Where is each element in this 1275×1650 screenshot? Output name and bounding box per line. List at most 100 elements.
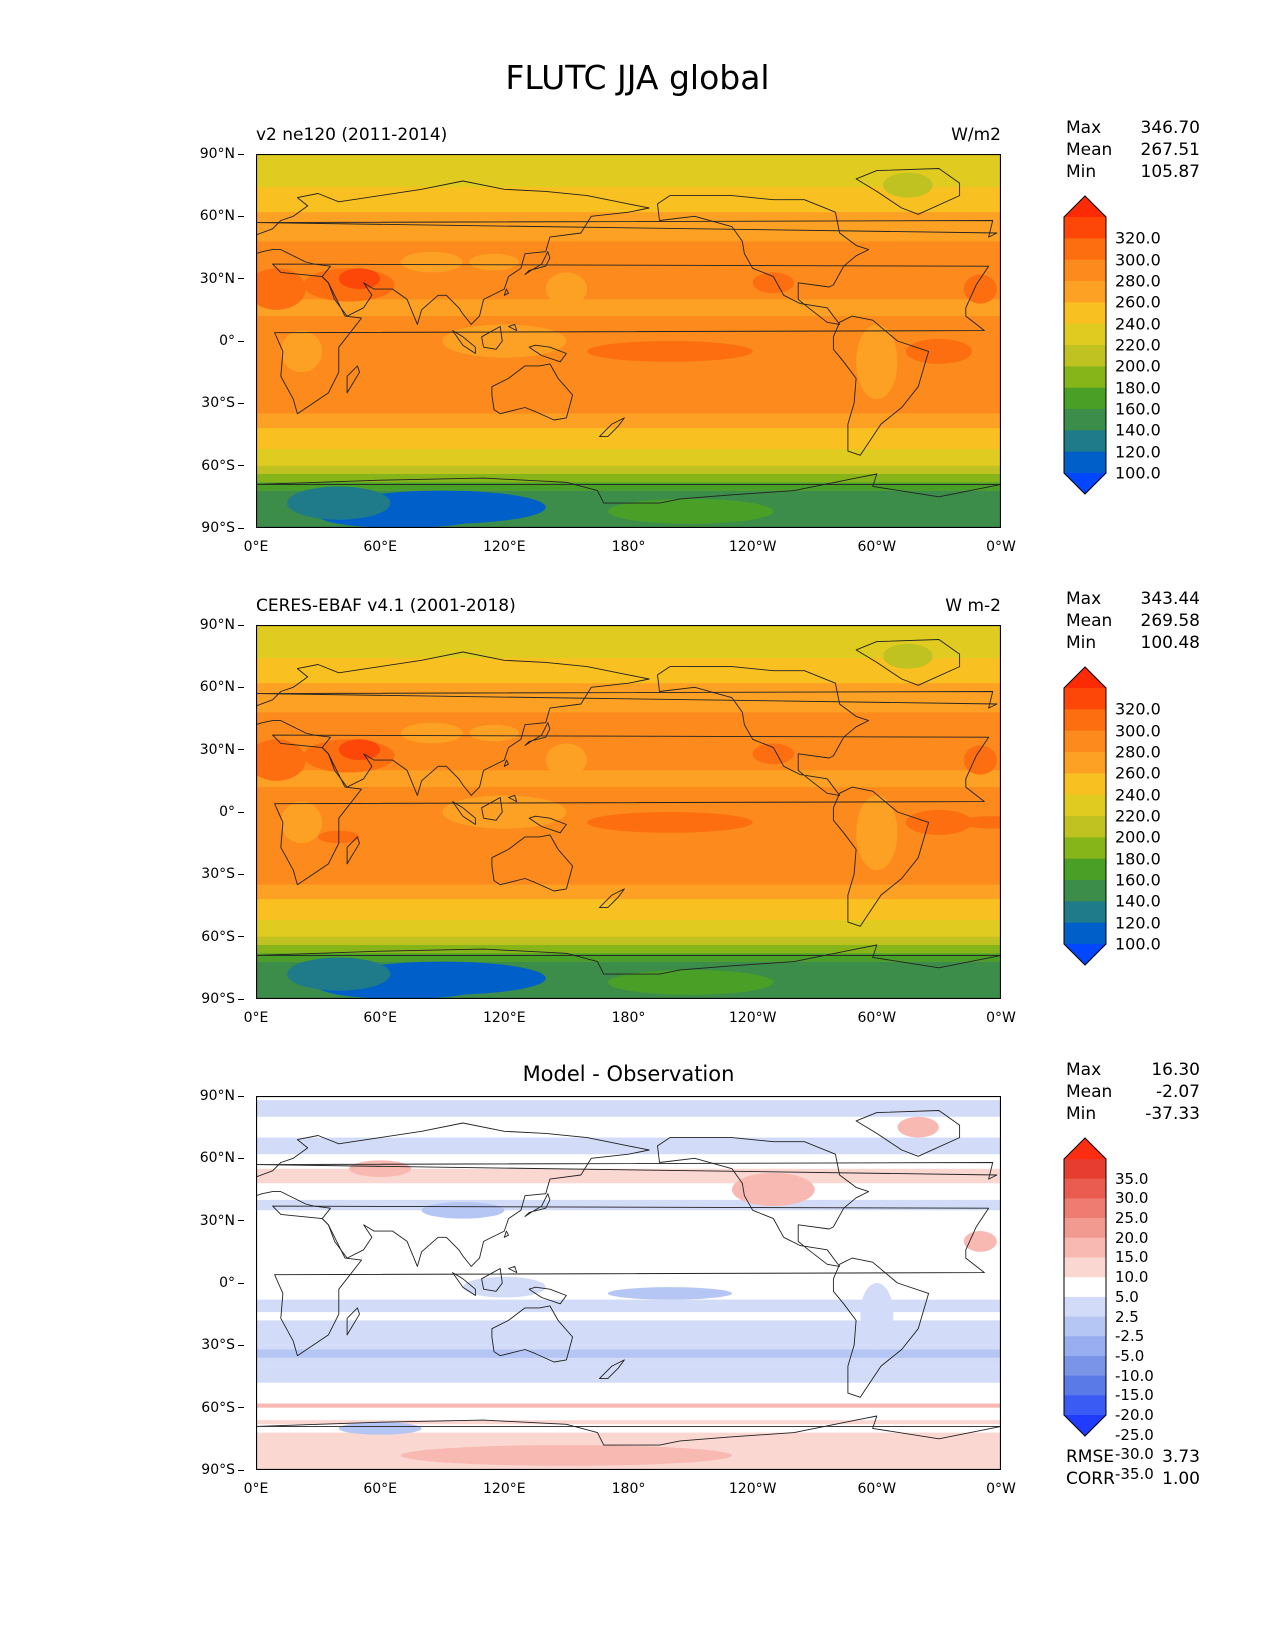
stat-label: Mean xyxy=(1066,1082,1113,1102)
contour-region xyxy=(338,1422,422,1435)
coastline xyxy=(524,251,551,275)
coastline xyxy=(346,365,360,394)
stat-mean: 267.51 xyxy=(1140,140,1200,160)
colorbar-tick-label: 20.0 xyxy=(1115,1228,1149,1247)
coastline xyxy=(272,1205,990,1357)
colorbar-tick-label: 120.0 xyxy=(1115,442,1161,462)
contour-region xyxy=(731,1172,815,1207)
colorbar-segment xyxy=(1064,430,1106,453)
coastline xyxy=(452,801,476,825)
colorbar-tick-label: 280.0 xyxy=(1115,742,1161,762)
colorbar-tick-label: 240.0 xyxy=(1115,314,1161,334)
colorbar-tick-label: 35.0 xyxy=(1115,1169,1149,1188)
colorbar-tick-label: 220.0 xyxy=(1115,335,1161,355)
x-tick-label: 60°E xyxy=(363,539,398,555)
coastline xyxy=(855,168,961,215)
contour-region xyxy=(545,743,588,777)
colorbar-tick-label: -25.0 xyxy=(1115,1425,1154,1444)
contour-band xyxy=(256,299,1001,317)
colorbar-segment xyxy=(1064,773,1106,796)
colorbar-segment xyxy=(1064,1296,1106,1318)
colorbar-arrow-max xyxy=(1064,196,1106,217)
colorbar-segment xyxy=(1064,1218,1106,1239)
coastline xyxy=(256,473,1001,504)
contour-region xyxy=(421,1201,505,1219)
coastline xyxy=(256,1415,1001,1446)
x-tick-label: 120°W xyxy=(728,1010,777,1026)
contour-region xyxy=(400,1445,732,1466)
coastline xyxy=(832,786,930,927)
contour-region xyxy=(856,324,898,400)
y-tick-label: 30°S xyxy=(201,866,244,882)
colorbar-segment xyxy=(1064,858,1106,881)
stat-label: Mean xyxy=(1066,611,1113,631)
contour-band xyxy=(256,1420,1001,1425)
stat-max: 343.44 xyxy=(1140,589,1200,609)
colorbar-segment xyxy=(1064,922,1106,945)
x-tick-label: 0°W xyxy=(986,539,1016,555)
colorbar-tick-label: 300.0 xyxy=(1115,250,1161,270)
contour-band xyxy=(256,1199,1001,1211)
colorbar-segment xyxy=(1064,1237,1106,1258)
colorbar-segment xyxy=(1064,688,1106,710)
contour-region xyxy=(442,324,567,358)
colorbar-tick-label: 140.0 xyxy=(1115,420,1161,440)
contour-region xyxy=(860,1283,894,1346)
y-tick-label: 60°S xyxy=(201,929,244,945)
contour-band xyxy=(256,428,1001,450)
y-tick-label: 60°N xyxy=(200,679,244,695)
contour-region xyxy=(469,253,519,271)
colorbar-segment xyxy=(1064,1375,1106,1396)
contour-band xyxy=(256,212,1001,242)
x-tick-label: 0°W xyxy=(986,1010,1016,1026)
contour-region xyxy=(883,643,933,669)
contour-region xyxy=(442,795,567,829)
coastline xyxy=(256,180,650,325)
colorbar-tick-label: 300.0 xyxy=(1115,721,1161,741)
colorbar-arrow-min xyxy=(1064,944,1106,965)
contour-band xyxy=(256,884,1001,900)
stat-max: 16.30 xyxy=(1151,1060,1200,1080)
colorbar-segment xyxy=(1064,1355,1106,1377)
x-tick-label: 60°W xyxy=(857,539,897,555)
contour-region xyxy=(607,1287,732,1300)
colorbar-tick-label: 320.0 xyxy=(1115,228,1161,248)
coastline xyxy=(524,722,551,746)
stat-mean: 269.58 xyxy=(1140,611,1200,631)
colorbar-segment xyxy=(1064,323,1106,346)
colorbar-tick-label: 100.0 xyxy=(1115,934,1161,954)
stat-min: -37.33 xyxy=(1145,1104,1200,1124)
metric-label: CORR xyxy=(1066,1469,1115,1489)
stat-min: 105.87 xyxy=(1140,162,1200,182)
coastline xyxy=(855,1110,961,1157)
x-tick-label: 60°E xyxy=(363,1010,398,1026)
stat-label: Min xyxy=(1066,1104,1097,1124)
colorbar-tick-label: 160.0 xyxy=(1115,870,1161,890)
panel-observation: CERES-EBAF v4.1 (2001-2018) W m-2 90°N 6… xyxy=(0,588,1275,1058)
x-tick-label: 120°W xyxy=(728,539,777,555)
contour-region xyxy=(959,816,1001,829)
colorbar-tick-label: -10.0 xyxy=(1115,1366,1154,1385)
contour-region xyxy=(349,1160,412,1178)
contour-band xyxy=(256,683,1001,713)
y-tick-label: 30°N xyxy=(200,1213,244,1229)
coastline xyxy=(272,263,990,415)
colorbar-tick-label: 180.0 xyxy=(1115,849,1161,869)
x-tick-label: 60°E xyxy=(363,1481,398,1497)
colorbar-segment xyxy=(1064,1198,1106,1219)
contour-band xyxy=(256,1299,1001,1313)
contour-region xyxy=(545,272,588,306)
colorbar-outline xyxy=(1063,666,1107,966)
colorbar-segment xyxy=(1064,345,1106,367)
colorbar-tick-label: 5.0 xyxy=(1115,1287,1139,1306)
coastline xyxy=(657,195,870,325)
coastline xyxy=(481,797,503,821)
stat-label: Max xyxy=(1066,118,1102,138)
contour-band xyxy=(256,482,1001,491)
contour-region xyxy=(400,722,463,744)
contour-band xyxy=(256,712,1001,734)
coastline xyxy=(855,639,961,686)
y-tick-label: 30°S xyxy=(201,1337,244,1353)
x-tick-label: 120°W xyxy=(728,1481,777,1497)
y-tick-label: 30°N xyxy=(200,742,244,758)
